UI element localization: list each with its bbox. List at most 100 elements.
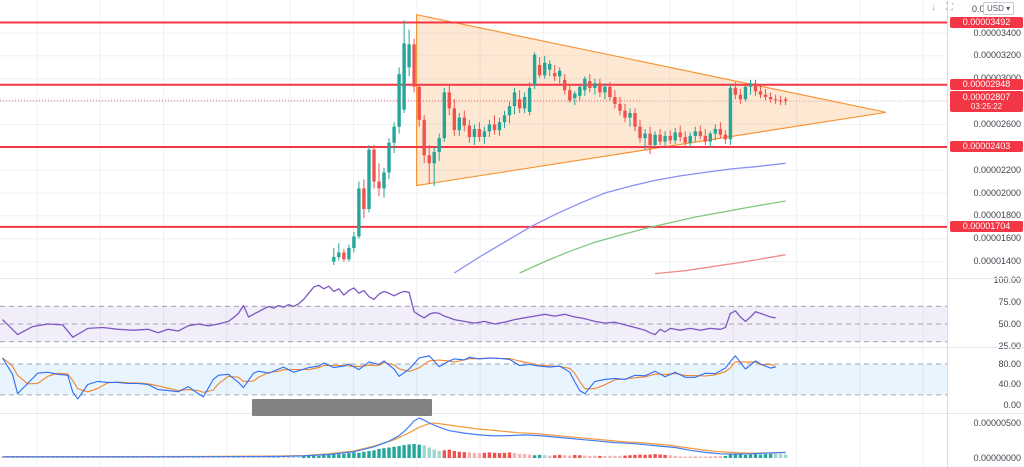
candle (743, 86, 748, 100)
candle (362, 188, 366, 209)
indicator-bands (0, 305, 947, 396)
candle (357, 188, 361, 237)
candle (738, 94, 743, 100)
axis-tick: 80.00 (998, 358, 1021, 369)
candle (392, 126, 396, 143)
candle (693, 131, 697, 136)
candle (412, 44, 416, 87)
candle (658, 134, 662, 142)
candle (623, 110, 627, 118)
candle (382, 172, 386, 189)
axis-tick: 0.00000500 (973, 417, 1021, 428)
currency-selector-button[interactable]: USD ▾ (983, 2, 1015, 15)
candle (432, 151, 436, 164)
pane-separator-rsi-stoch[interactable] (0, 347, 1024, 348)
horizontal-price-lines[interactable] (0, 21, 947, 228)
candle (668, 135, 672, 141)
pane-separator-stoch-volume[interactable] (0, 413, 1024, 414)
candle (472, 129, 477, 137)
candle (543, 62, 547, 76)
candle (502, 115, 507, 123)
candle (422, 119, 426, 156)
candle (723, 134, 728, 140)
axis-tick: 0.00003200 (973, 50, 1021, 61)
candle (778, 100, 783, 102)
redacted-overlay (252, 399, 432, 416)
candle (492, 124, 497, 131)
candle (332, 257, 336, 262)
candle (477, 129, 482, 137)
candle (638, 126, 642, 139)
candle (763, 94, 768, 97)
candle (517, 99, 522, 109)
candle (553, 73, 557, 77)
candle (522, 97, 527, 109)
candle (783, 99, 788, 101)
candle (568, 90, 572, 101)
axis-tick: 0.00002600 (973, 118, 1021, 129)
candle (768, 97, 773, 100)
candle (733, 87, 738, 95)
candle (417, 86, 421, 120)
candle (482, 131, 487, 137)
price-line-label: 0.00002948 (950, 79, 1023, 91)
price-line-label: 0.00002403 (950, 141, 1023, 153)
candle (563, 79, 567, 91)
candle (532, 54, 537, 85)
axis-tick: 0.00000000 (973, 452, 1021, 463)
candle (588, 81, 592, 88)
candle (683, 137, 687, 143)
candle (512, 92, 517, 107)
candle (402, 43, 406, 110)
axis-tick: 100.00 (993, 274, 1021, 285)
axis-tick: 0.00003400 (973, 27, 1021, 38)
chart-canvas[interactable] (0, 0, 947, 467)
triangle-pattern[interactable] (416, 13, 887, 187)
axis-tick: 25.00 (998, 340, 1021, 351)
candle (573, 93, 577, 99)
candle (653, 134, 657, 145)
maximize-icon[interactable]: ⛶ (946, 2, 953, 13)
volume-ma-slow (2, 422, 786, 458)
candle (407, 44, 411, 68)
price-line-label: 0.00003492 (950, 16, 1023, 28)
ma-fast-blue (453, 162, 786, 274)
candle (748, 83, 753, 87)
candle (718, 129, 723, 135)
candle (593, 83, 597, 88)
scroll-to-recent-icon[interactable]: ↓ (931, 2, 936, 13)
ma-slow-red (655, 254, 786, 275)
pane-separator-main-rsi[interactable] (0, 278, 1024, 279)
candle (648, 133, 652, 145)
partial-price-label-left: 0.0 (972, 4, 985, 14)
volume-bars (1, 444, 788, 459)
candle (703, 135, 707, 142)
candlestick-series[interactable] (332, 20, 788, 265)
candle (447, 92, 451, 109)
axis-tick: 50.00 (998, 318, 1021, 329)
candle (352, 236, 356, 248)
axis-tick: 0.00001800 (973, 210, 1021, 221)
rsi-line (2, 284, 776, 338)
candle (437, 138, 441, 152)
candle (603, 86, 607, 93)
gridlines (0, 0, 947, 467)
candle (527, 87, 532, 112)
axis-tick: 0.00 (1003, 399, 1021, 410)
candle (618, 103, 622, 111)
candle (633, 113, 637, 127)
axis-tick: 0.00001600 (973, 233, 1021, 244)
candle (753, 83, 758, 92)
candle (347, 247, 351, 260)
candle (628, 113, 632, 118)
candle (342, 252, 346, 260)
candle (427, 155, 431, 164)
candle (442, 92, 446, 139)
axis-tick: 0.00001400 (973, 256, 1021, 267)
candle (728, 87, 733, 140)
price-scale[interactable]: 0.00003400 0.00003200 0.00003000 0.00002600… (947, 0, 1024, 467)
candle (487, 124, 492, 132)
candle (452, 108, 456, 131)
candle (598, 83, 602, 93)
current-price-label: 0.00002807 03:25:22 (950, 90, 1023, 112)
